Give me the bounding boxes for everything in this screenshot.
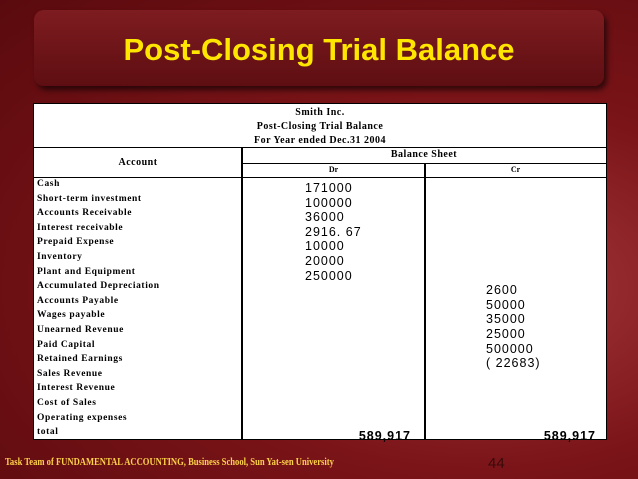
table-row: Interest receivable 2916. 67 [34, 222, 606, 239]
account-cell: Sales Revenue [37, 368, 103, 379]
cr-cell: 500000 [486, 341, 534, 356]
account-cell: Plant and Equipment [37, 266, 136, 277]
table-row: Interest Revenue [34, 382, 606, 397]
column-divider [424, 163, 426, 439]
account-cell: Cost of Sales [37, 397, 97, 408]
account-cell: Retained Earnings [37, 354, 123, 365]
dr-cell: 100000 [305, 195, 353, 210]
account-cell: Accumulated Depreciation [37, 281, 160, 292]
column-divider [241, 148, 243, 439]
page-number: 44 [488, 455, 505, 472]
trial-balance-table: Smith Inc. Post-Closing Trial Balance Fo… [33, 103, 607, 444]
total-dr: 589,917 [358, 429, 411, 444]
cr-cell: 2600 [486, 283, 518, 298]
account-cell: Cash [37, 179, 60, 189]
account-header: Account [118, 157, 158, 168]
table-row: Sales Revenue [34, 368, 606, 383]
account-cell: Paid Capital [37, 339, 96, 350]
account-cell: Short-term investment [37, 193, 142, 204]
table-row: Accumulated Depreciation 2600 [34, 280, 606, 298]
dr-cell: 20000 [305, 253, 345, 268]
cr-cell: 25000 [486, 326, 526, 341]
total-label: total [37, 427, 59, 438]
table-grid: Account Balance Sheet Dr Cr Cash 171000 Sh… [34, 148, 606, 444]
table-row: Operating expenses [34, 412, 606, 427]
table-row: Prepaid Expense 10000 [34, 236, 606, 254]
table-row: Paid Capital 500000 [34, 339, 606, 356]
account-cell: Wages payable [37, 310, 106, 321]
account-cell: Accounts Receivable [37, 208, 133, 219]
cr-header: Cr [510, 165, 521, 174]
account-cell: Interest receivable [37, 222, 124, 233]
table-row: Cash 171000 [34, 178, 606, 195]
account-cell: Operating expenses [37, 412, 128, 423]
cr-cell: ( 22683) [486, 356, 541, 371]
total-row: total 589,917 589,917 [34, 426, 606, 444]
slide-title: Post-Closing Trial Balance [123, 32, 515, 67]
account-cell: Accounts Payable [37, 295, 119, 306]
account-cell: Inventory [37, 251, 83, 262]
dr-cell: 10000 [305, 239, 345, 254]
table-row: Retained Earnings ( 22683) [34, 353, 606, 371]
company-name: Smith Inc. [295, 107, 345, 118]
account-cell: Prepaid Expense [37, 237, 115, 248]
table-row: Short-term investment 100000 [34, 193, 606, 210]
table-row: Plant and Equipment 250000 [34, 266, 606, 283]
cr-cell: 50000 [486, 297, 526, 312]
footer-text: Task Team of FUNDAMENTAL ACCOUNTING, Bus… [5, 456, 334, 468]
dr-cell: 2916. 67 [305, 224, 362, 239]
title-box: Post-Closing Trial Balance [34, 10, 604, 86]
dr-cell: 250000 [305, 268, 353, 283]
balance-sheet-header: Balance Sheet [242, 148, 606, 164]
total-cr: 589,917 [543, 429, 596, 444]
table-row: Cost of Sales [34, 397, 606, 412]
account-cell: Interest Revenue [37, 383, 116, 394]
dr-header: Dr [328, 165, 339, 174]
cr-cell: 35000 [486, 312, 526, 327]
report-period: For Year ended Dec.31 2004 [254, 135, 386, 146]
table-row: Unearned Revenue 25000 [34, 324, 606, 341]
account-cell: Unearned Revenue [37, 324, 124, 335]
table-row: Wages payable 35000 [34, 309, 606, 327]
table-body: Cash 171000 Short-term investment 100000 Acc… [34, 178, 606, 444]
report-name: Post-Closing Trial Balance [256, 121, 384, 132]
dr-cell: 171000 [305, 181, 353, 195]
header-divider [34, 177, 606, 178]
dr-cell: 36000 [305, 210, 345, 225]
table-header: Smith Inc. Post-Closing Trial Balance Fo… [34, 104, 606, 148]
table-row: Accounts Receivable 36000 [34, 207, 606, 225]
table-row: Accounts Payable 50000 [34, 295, 606, 312]
table-row: Inventory 20000 [34, 251, 606, 268]
